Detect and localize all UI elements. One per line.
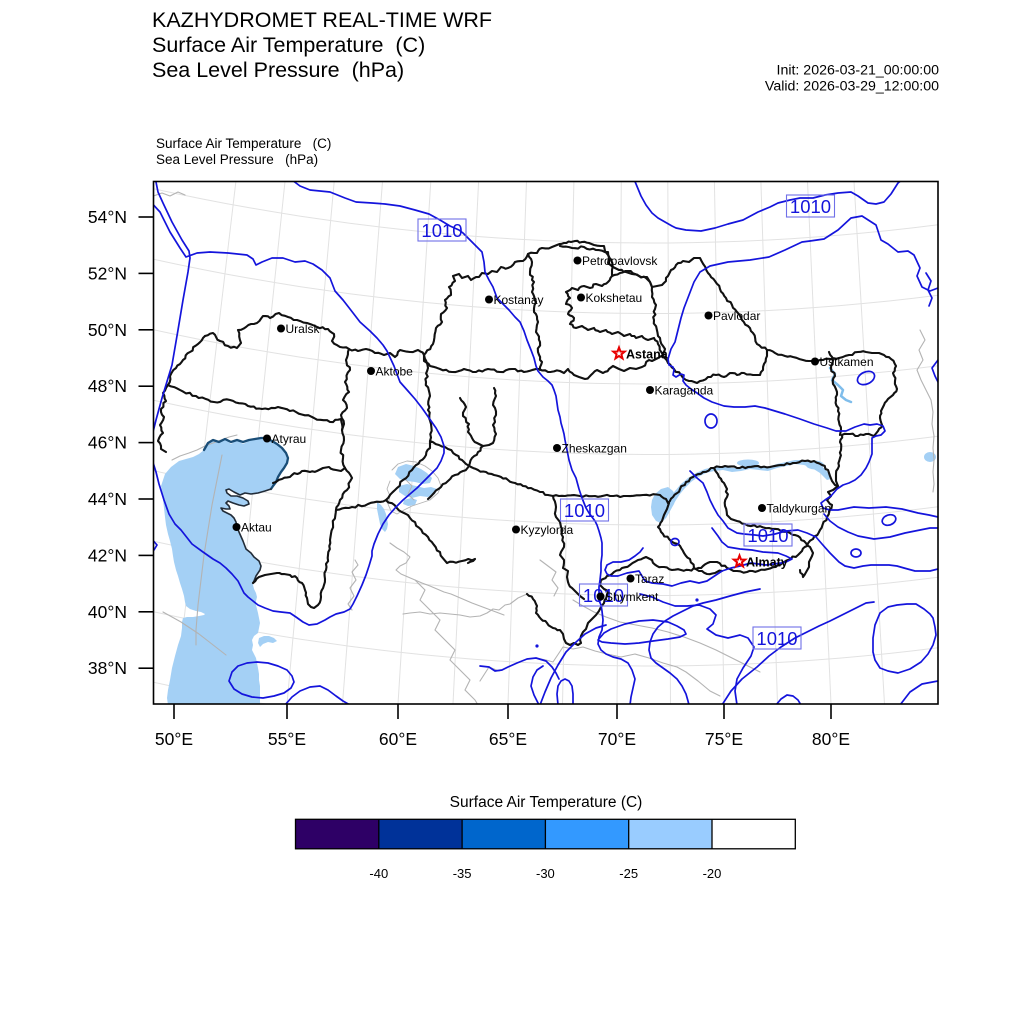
svg-text:Astana: Astana: [626, 348, 669, 362]
svg-text:46°N: 46°N: [88, 433, 127, 453]
svg-text:-30: -30: [536, 866, 555, 881]
svg-text:38°N: 38°N: [88, 658, 127, 678]
svg-text:Taldykurgan: Taldykurgan: [767, 502, 832, 516]
svg-text:Sea Level Pressure (hPa): Sea Level Pressure (hPa): [152, 58, 404, 82]
svg-text:80°E: 80°E: [812, 729, 850, 749]
svg-text:Aktobe: Aktobe: [376, 365, 414, 379]
svg-text:70°E: 70°E: [598, 729, 636, 749]
svg-text:42°N: 42°N: [88, 545, 127, 565]
svg-text:1010: 1010: [564, 500, 605, 521]
svg-text:Kostanay: Kostanay: [494, 293, 544, 307]
svg-text:-35: -35: [453, 866, 472, 881]
svg-text:50°N: 50°N: [88, 320, 127, 340]
svg-text:1010: 1010: [756, 628, 797, 649]
svg-text:Almaty: Almaty: [746, 556, 788, 570]
svg-text:Surface Air Temperature (C): Surface Air Temperature (C): [450, 794, 643, 811]
svg-text:-20: -20: [703, 866, 722, 881]
svg-text:50°E: 50°E: [155, 729, 193, 749]
svg-text:Surface Air Temperature (C): Surface Air Temperature (C): [152, 33, 425, 57]
svg-text:Sea Level Pressure (hPa): Sea Level Pressure (hPa): [156, 152, 318, 167]
svg-text:65°E: 65°E: [489, 729, 527, 749]
svg-text:Atyrau: Atyrau: [272, 432, 307, 446]
svg-text:44°N: 44°N: [88, 489, 127, 509]
svg-text:48°N: 48°N: [88, 376, 127, 396]
svg-text:Karaganda: Karaganda: [655, 384, 714, 398]
svg-text:-25: -25: [619, 866, 638, 881]
svg-text:1010: 1010: [790, 196, 831, 217]
svg-text:54°N: 54°N: [88, 207, 127, 227]
svg-text:Kokshetau: Kokshetau: [586, 291, 643, 305]
svg-text:Uralsk: Uralsk: [286, 322, 321, 336]
svg-text:Petropavlovsk: Petropavlovsk: [582, 254, 658, 268]
svg-text:KAZHYDROMET REAL-TIME WRF: KAZHYDROMET REAL-TIME WRF: [152, 8, 492, 32]
svg-text:Aktau: Aktau: [241, 521, 272, 535]
svg-text:Ustkamen: Ustkamen: [820, 355, 874, 369]
svg-text:Surface Air Temperature (C): Surface Air Temperature (C): [156, 136, 331, 151]
svg-text:Init: 2026-03-21_00:00:00: Init: 2026-03-21_00:00:00: [777, 63, 940, 79]
svg-text:40°N: 40°N: [88, 602, 127, 622]
svg-text:Kyzylorda: Kyzylorda: [521, 523, 574, 537]
svg-text:-40: -40: [369, 866, 388, 881]
svg-text:75°E: 75°E: [705, 729, 743, 749]
svg-text:60°E: 60°E: [379, 729, 417, 749]
svg-text:Pavlodar: Pavlodar: [713, 309, 760, 323]
svg-text:1010: 1010: [747, 525, 788, 546]
svg-text:1010: 1010: [421, 220, 462, 241]
svg-text:55°E: 55°E: [268, 729, 306, 749]
svg-text:Zheskazgan: Zheskazgan: [562, 442, 627, 456]
svg-text:52°N: 52°N: [88, 263, 127, 283]
svg-text:Valid: 2026-03-29_12:00:00: Valid: 2026-03-29_12:00:00: [765, 79, 939, 95]
svg-text:Taraz: Taraz: [635, 572, 664, 586]
svg-text:Shymkent: Shymkent: [605, 590, 659, 604]
